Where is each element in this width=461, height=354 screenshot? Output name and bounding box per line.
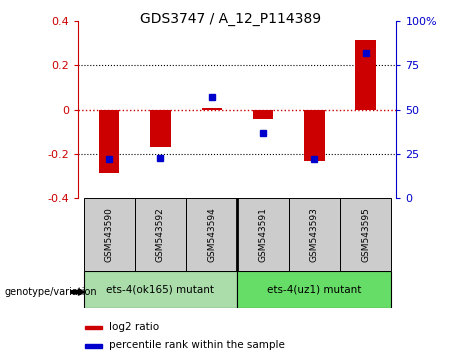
Bar: [304, 110, 325, 161]
Text: GDS3747 / A_12_P114389: GDS3747 / A_12_P114389: [140, 12, 321, 27]
Text: GSM543593: GSM543593: [310, 207, 319, 262]
Text: GSM543590: GSM543590: [105, 207, 114, 262]
Text: GSM543592: GSM543592: [156, 207, 165, 262]
Bar: [253, 110, 273, 119]
Bar: [340, 198, 391, 271]
Bar: [201, 108, 222, 110]
Text: GSM543595: GSM543595: [361, 207, 370, 262]
Text: GSM543594: GSM543594: [207, 207, 216, 262]
Bar: [355, 40, 376, 110]
Text: percentile rank within the sample: percentile rank within the sample: [109, 340, 284, 350]
Bar: [83, 271, 237, 308]
Bar: [85, 326, 102, 329]
Bar: [289, 198, 340, 271]
Bar: [99, 110, 119, 173]
Bar: [83, 198, 135, 271]
Bar: [135, 198, 186, 271]
Bar: [186, 198, 237, 271]
Text: ets-4(uz1) mutant: ets-4(uz1) mutant: [267, 284, 361, 295]
Bar: [150, 110, 171, 147]
Bar: [237, 271, 391, 308]
Text: ets-4(ok165) mutant: ets-4(ok165) mutant: [106, 284, 214, 295]
Bar: [85, 344, 102, 348]
Bar: [237, 198, 289, 271]
Text: log2 ratio: log2 ratio: [109, 322, 159, 332]
Text: genotype/variation: genotype/variation: [5, 287, 97, 297]
Text: GSM543591: GSM543591: [259, 207, 267, 262]
